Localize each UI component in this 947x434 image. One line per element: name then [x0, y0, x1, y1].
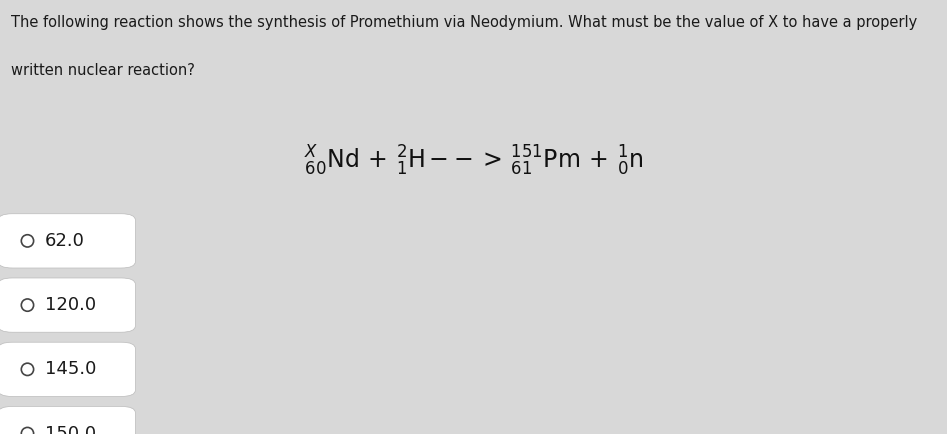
FancyBboxPatch shape [0, 342, 135, 397]
Text: written nuclear reaction?: written nuclear reaction? [11, 63, 195, 78]
FancyBboxPatch shape [0, 406, 135, 434]
FancyBboxPatch shape [0, 214, 135, 268]
FancyBboxPatch shape [0, 278, 135, 332]
Text: 150.0: 150.0 [45, 424, 96, 434]
Text: 62.0: 62.0 [45, 232, 84, 250]
Text: 145.0: 145.0 [45, 360, 96, 378]
Text: The following reaction shows the synthesis of Promethium via Neodymium. What mus: The following reaction shows the synthes… [11, 15, 918, 30]
Text: ${}^{X}_{60}\mathrm{Nd}\,+\,{}^{2}_{1}\mathrm{H}\,\mathrm{-->}\,{}^{151}_{61}\ma: ${}^{X}_{60}\mathrm{Nd}\,+\,{}^{2}_{1}\m… [304, 144, 643, 178]
Text: 120.0: 120.0 [45, 296, 96, 314]
